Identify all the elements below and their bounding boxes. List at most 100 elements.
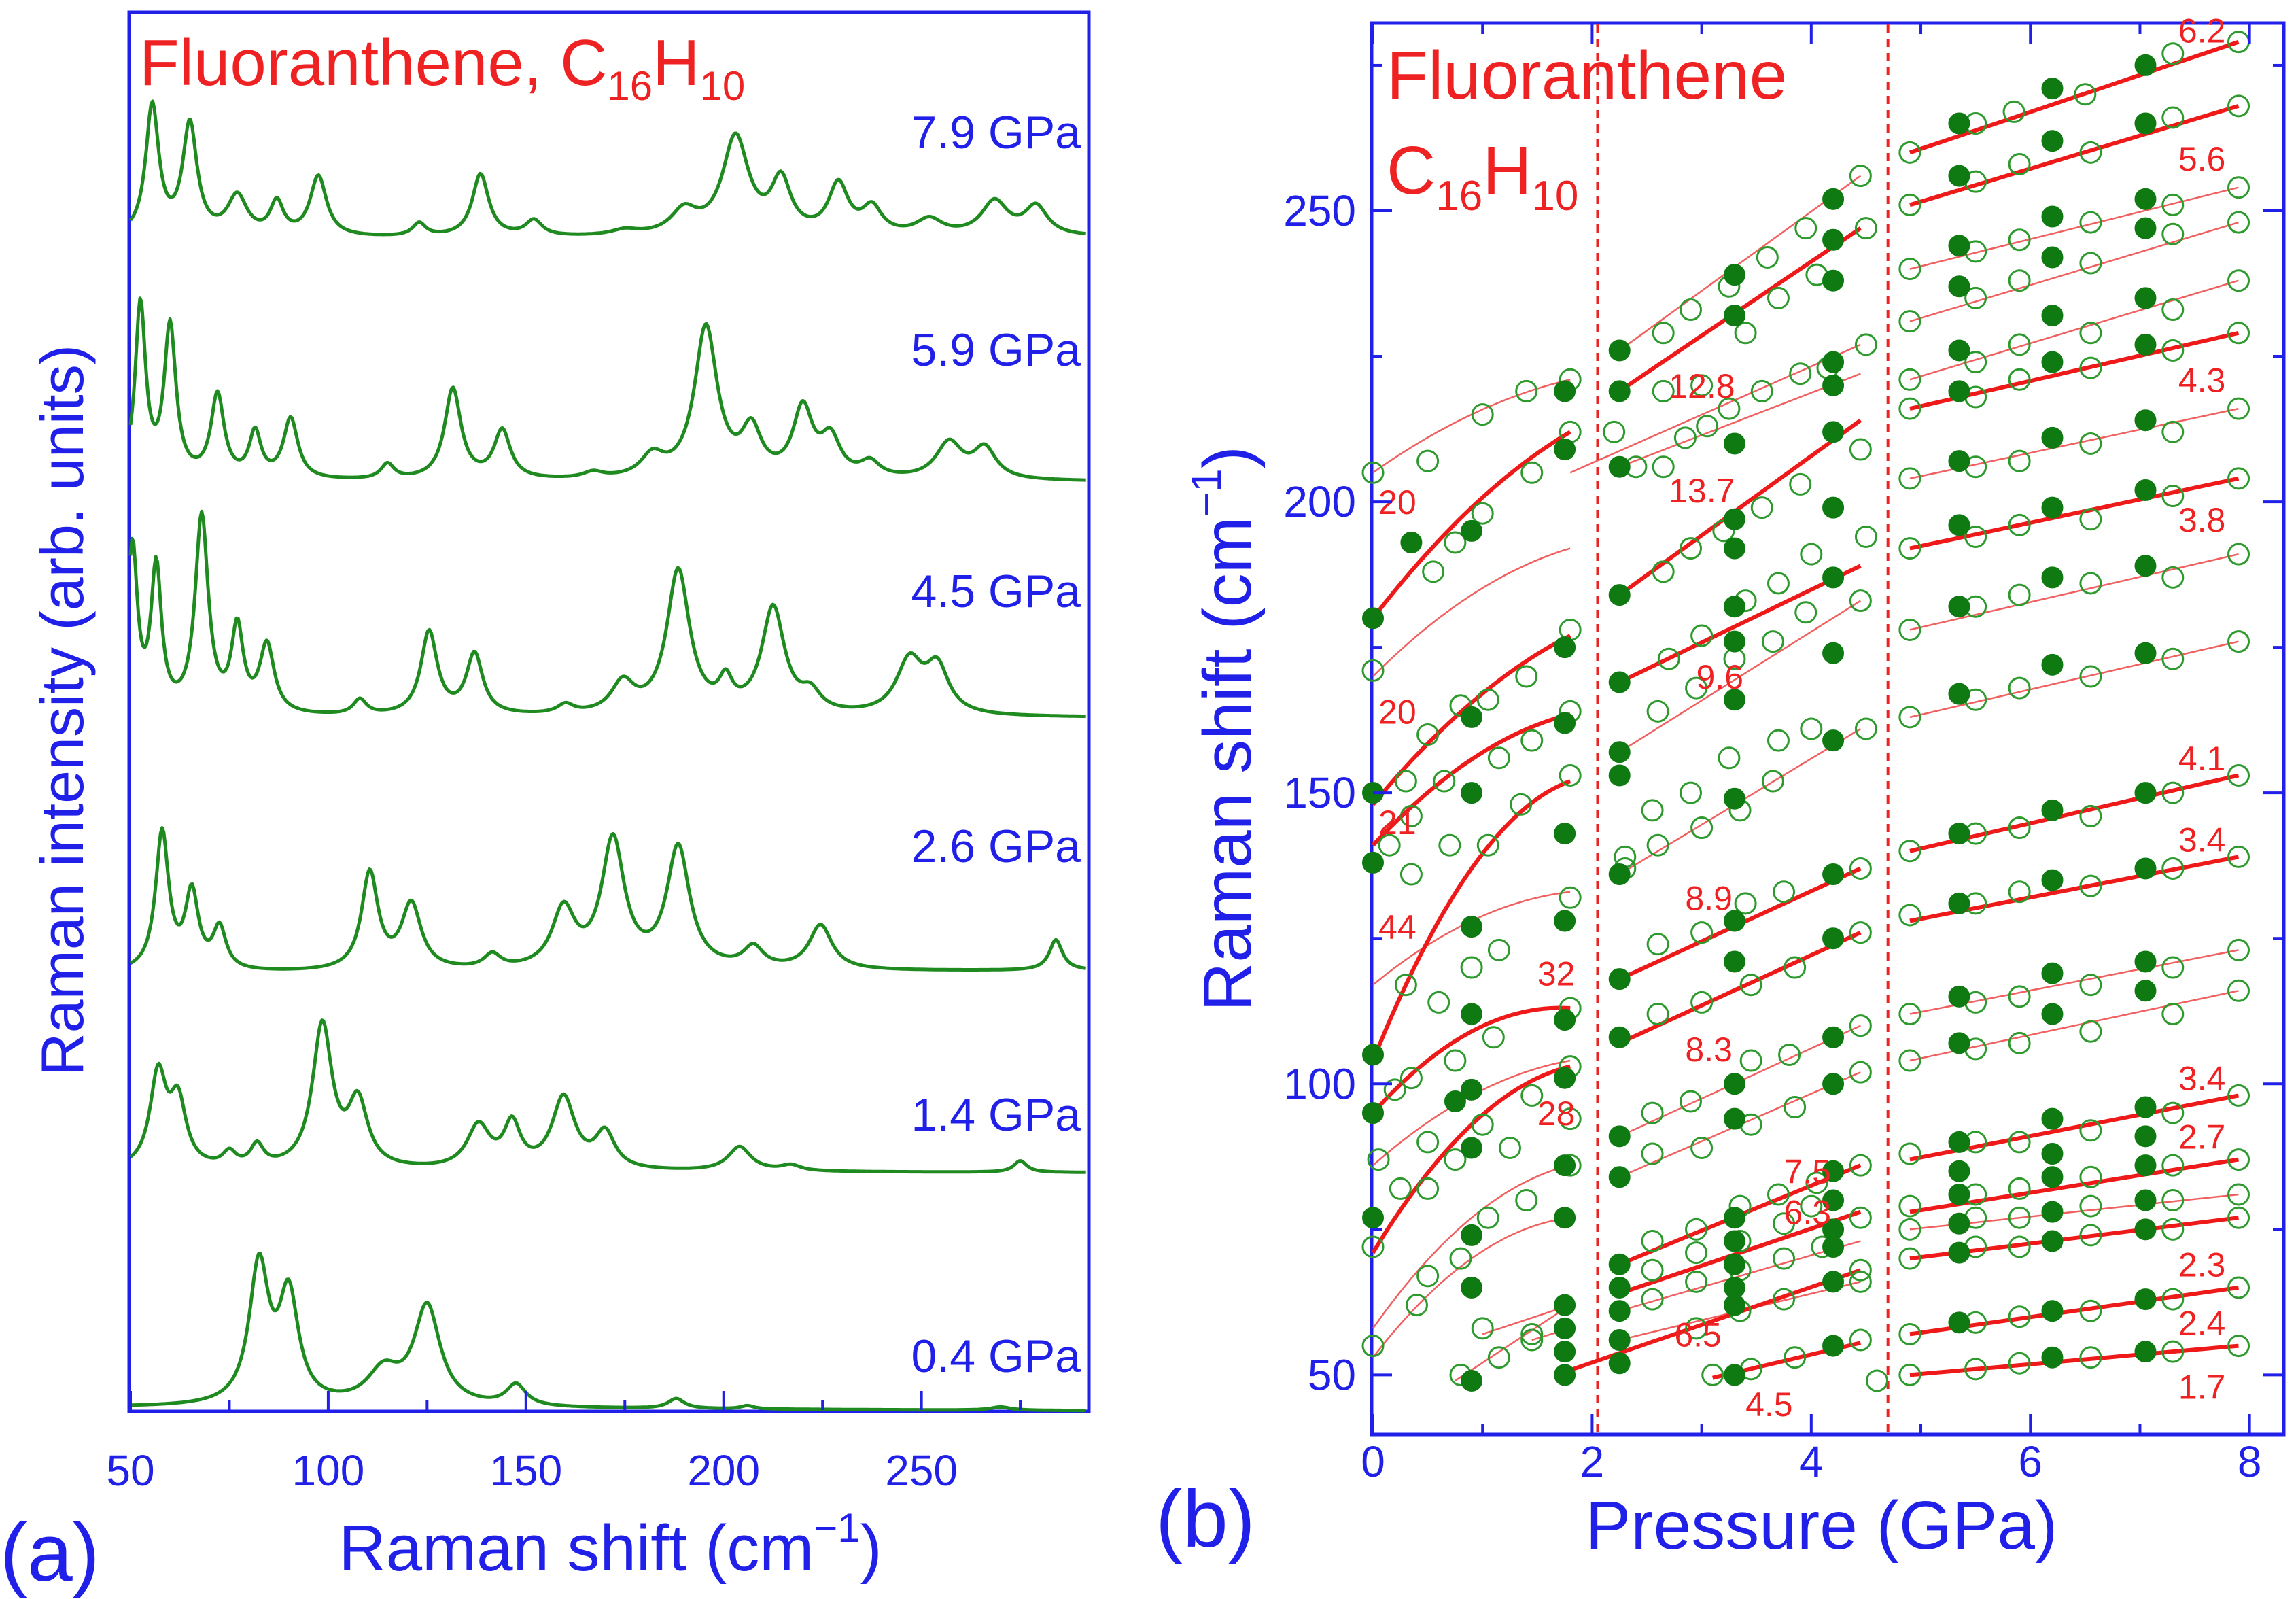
open-data-point: [2227, 630, 2250, 653]
filled-data-point: [1822, 269, 1845, 292]
open-data-point: [1646, 933, 1669, 956]
filled-data-point: [1461, 1224, 1483, 1246]
slope-label: 12.8: [1669, 367, 1735, 405]
filled-data-point: [1554, 636, 1576, 659]
open-data-point: [1652, 560, 1675, 583]
filled-data-point: [1948, 380, 1970, 402]
open-data-point: [1515, 1189, 1538, 1212]
filled-data-point: [1461, 706, 1483, 728]
filled-data-point: [2134, 642, 2157, 664]
open-data-point: [1784, 1096, 1807, 1119]
filled-data-point: [1554, 1341, 1576, 1363]
filled-data-point: [1948, 1241, 1970, 1264]
slope-label: 2.4: [2178, 1304, 2226, 1342]
filled-data-point: [1948, 1160, 1970, 1182]
filled-data-point: [1822, 566, 1845, 589]
open-data-point: [1679, 781, 1702, 804]
filled-data-point: [2134, 950, 2157, 973]
slope-label: 3.8: [2178, 501, 2226, 539]
open-data-point: [1849, 589, 1872, 613]
filled-data-point: [1948, 892, 1970, 914]
open-data-point: [1849, 438, 1872, 461]
filled-data-point: [1554, 823, 1576, 845]
filled-data-point: [1608, 1352, 1631, 1375]
x-tick-label: 250: [885, 1446, 958, 1495]
open-data-point: [1367, 1148, 1390, 1171]
thick-fit-line: [1371, 430, 1571, 620]
open-data-point: [1520, 1084, 1544, 1107]
open-data-point: [1964, 351, 1987, 374]
open-data-point: [1471, 1113, 1494, 1136]
open-data-point: [2079, 804, 2102, 827]
filled-data-point: [1822, 421, 1845, 443]
panel-a-x-ticks: 50 100 150 200 250: [106, 1391, 1022, 1495]
filled-data-point: [1362, 1207, 1384, 1229]
open-data-point: [1679, 1090, 1702, 1113]
open-data-point: [1444, 1148, 1467, 1171]
open-data-point: [1641, 1142, 1664, 1165]
x-tick-label: 4: [1799, 1437, 1824, 1486]
panel-b-title-line1: Fluoranthene: [1387, 37, 1787, 114]
open-data-point: [1898, 1003, 1921, 1026]
x-tick-label: 50: [106, 1446, 154, 1495]
open-data-point: [1559, 886, 1582, 909]
slope-label: 44: [1378, 908, 1416, 946]
open-data-point: [1520, 729, 1544, 752]
spectrum-line: [128, 99, 1087, 237]
filled-data-point: [2041, 869, 2064, 891]
filled-data-point: [2041, 426, 2064, 449]
open-data-point: [1849, 921, 1872, 944]
open-data-point: [1416, 1131, 1440, 1154]
open-data-point: [2008, 152, 2031, 175]
open-data-point: [1849, 857, 1872, 880]
filled-data-point: [1822, 351, 1845, 373]
filled-data-point: [1461, 916, 1483, 938]
open-data-point: [2008, 816, 2031, 840]
filled-data-point: [1948, 596, 1970, 618]
spectrum-pressure-label: 0.4 GPa: [911, 1330, 1081, 1382]
open-data-point: [1898, 840, 1921, 863]
slope-label: 20: [1378, 693, 1416, 731]
open-data-point: [2008, 1352, 2031, 1375]
open-data-point: [1898, 706, 1921, 729]
slope-label: 1.7: [2178, 1369, 2226, 1407]
open-data-point: [2161, 781, 2185, 804]
open-data-point: [2161, 647, 2185, 670]
filled-data-point: [2134, 1218, 2157, 1241]
spectrum-pressure-label: 7.9 GPa: [911, 107, 1081, 158]
filled-data-point: [2041, 962, 2064, 984]
thick-fit-line: [1371, 1005, 1571, 1115]
open-data-point: [2161, 222, 2185, 245]
filled-data-point: [1554, 910, 1576, 932]
open-data-point: [2227, 322, 2250, 345]
open-data-point: [2161, 1003, 2185, 1026]
open-data-point: [2079, 874, 2102, 897]
open-data-point: [1701, 1363, 1724, 1386]
filled-data-point: [1723, 1364, 1745, 1386]
open-data-point: [1685, 1270, 1708, 1293]
open-data-point: [1690, 991, 1714, 1014]
panel-b-thin-fit-lines: [1372, 175, 2239, 1381]
y-tick-label: 100: [1283, 1059, 1356, 1108]
filled-data-point: [2041, 351, 2064, 373]
open-data-point: [1394, 770, 1417, 793]
open-data-point: [1515, 665, 1538, 688]
open-data-point: [1898, 467, 1921, 490]
open-data-point: [2008, 1177, 2031, 1200]
filled-data-point: [1461, 1137, 1483, 1159]
y-tick-label: 50: [1308, 1350, 1356, 1399]
filled-data-point: [2041, 1107, 2064, 1130]
filled-data-point: [1948, 985, 1970, 1008]
filled-data-point: [2134, 112, 2157, 135]
open-data-point: [2227, 979, 2250, 1002]
open-data-point: [1690, 374, 1714, 397]
filled-data-point: [1723, 596, 1745, 618]
open-data-point: [1898, 1363, 1921, 1386]
slope-label: 6.5: [1674, 1316, 1722, 1354]
thin-fit-line: [1569, 343, 1861, 474]
thin-fit-line: [1909, 640, 2239, 719]
filled-data-point: [2134, 287, 2157, 309]
open-data-point: [2008, 449, 2031, 472]
panel-a: 7.9 GPa 5.9 GPa 4.5 GPa 2.6 GPa 1.4 GPa 0.4 G…: [0, 10, 1091, 1598]
